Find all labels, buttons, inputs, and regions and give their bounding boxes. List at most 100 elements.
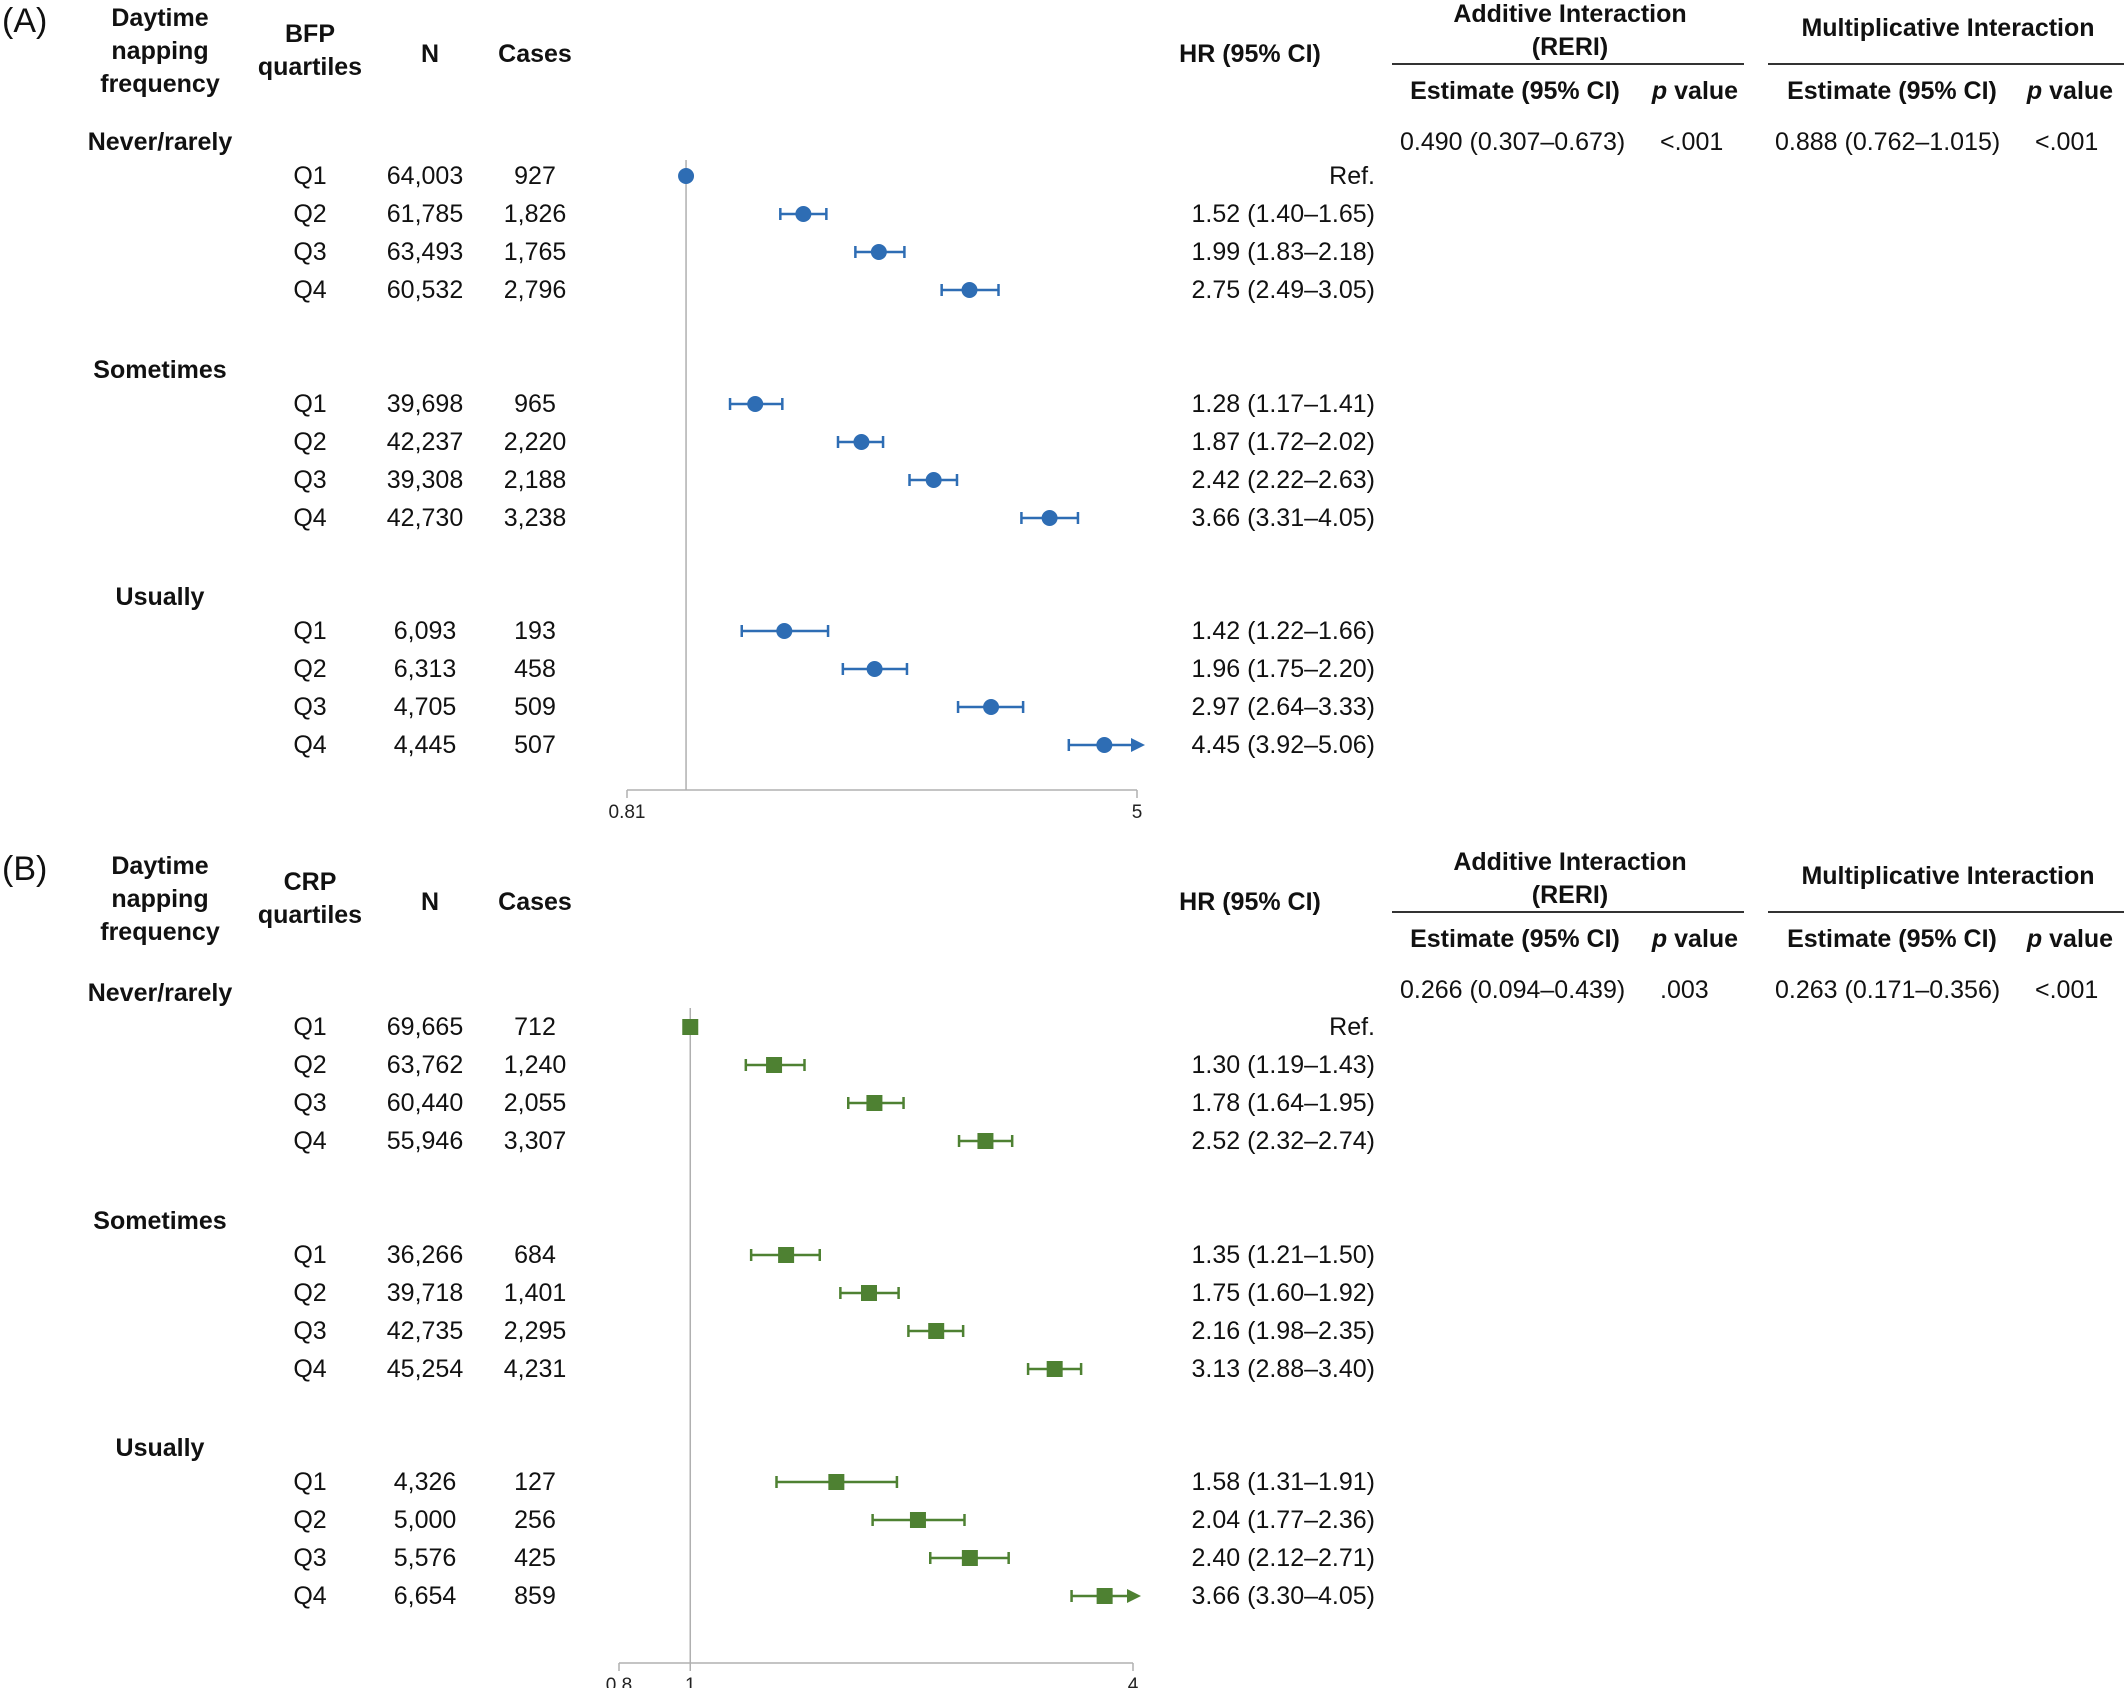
n-value: 6,654 <box>393 1582 457 1610</box>
header-napping: Daytime napping frequency <box>100 4 220 98</box>
header-multiplicative: Multiplicative Interaction <box>1801 862 2095 890</box>
n-value: 36,266 <box>386 1241 464 1269</box>
quartile-label: Q4 <box>293 504 327 532</box>
quartile-label: Q1 <box>293 162 327 190</box>
ci-arrow <box>1127 1589 1141 1603</box>
cases-value: 127 <box>514 1468 556 1496</box>
quartile-label: Q3 <box>293 466 327 494</box>
multiplicative-estimate: 0.888 (0.762–1.015) <box>1775 128 2001 156</box>
multiplicative-estimate: 0.263 (0.171–0.356) <box>1775 976 2001 1004</box>
n-value: 6,313 <box>393 655 457 683</box>
cases-value: 425 <box>514 1544 556 1572</box>
header-additive-estimate: Estimate (95% CI) <box>1410 77 1620 105</box>
multiplicative-p-value: <.001 <box>2035 976 2099 1004</box>
quartile-label: Q2 <box>293 1506 327 1534</box>
header-multiplicative-estimate: Estimate (95% CI) <box>1787 77 1997 105</box>
hr-point <box>909 1512 926 1528</box>
header-additive-p: p value <box>1640 75 1750 108</box>
panel-label: (A) <box>2 2 48 40</box>
cases-value: 1,765 <box>503 238 567 266</box>
hr-value: 1.42 (1.22–1.66) <box>1191 617 1375 645</box>
hr-point <box>928 1323 945 1339</box>
p-rest: value <box>1667 77 1739 105</box>
hr-value: 2.16 (1.98–2.35) <box>1191 1317 1375 1345</box>
additive-estimate: 0.266 (0.094–0.439) <box>1400 976 1626 1004</box>
header-hr: HR (95% CI) <box>1179 888 1321 916</box>
header-multiplicative-p: p value <box>2015 75 2125 108</box>
hr-value: 3.13 (2.88–3.40) <box>1191 1355 1375 1383</box>
multiplicative-ruler <box>1768 63 2124 65</box>
hr-value: 2.97 (2.64–3.33) <box>1191 693 1375 721</box>
hr-point <box>1096 737 1113 753</box>
quartile-label: Q4 <box>293 276 327 304</box>
header-multiplicative-p: p value <box>2015 923 2125 956</box>
hr-value: 2.52 (2.32–2.74) <box>1191 1127 1375 1155</box>
cases-value: 2,796 <box>503 276 567 304</box>
hr-point <box>828 1474 845 1490</box>
p-italic: p <box>2026 925 2043 953</box>
header-n: N <box>420 40 440 68</box>
n-value: 60,532 <box>386 276 464 304</box>
hr-point <box>983 699 1000 715</box>
quartile-label: Q1 <box>293 1013 327 1041</box>
quartile-label: Q4 <box>293 1127 327 1155</box>
n-value: 39,718 <box>386 1279 464 1307</box>
quartile-label: Q3 <box>293 1089 327 1117</box>
cases-value: 859 <box>514 1582 556 1610</box>
n-value: 5,000 <box>393 1506 457 1534</box>
quartile-label: Q3 <box>293 1317 327 1345</box>
n-value: 5,576 <box>393 1544 457 1572</box>
x-tick-label: 4 <box>1128 1675 1139 1688</box>
hr-value: 2.42 (2.22–2.63) <box>1191 466 1375 494</box>
cases-value: 2,055 <box>503 1089 567 1117</box>
additive-estimate: 0.490 (0.307–0.673) <box>1400 128 1626 156</box>
quartile-label: Q1 <box>293 617 327 645</box>
n-value: 6,093 <box>393 617 457 645</box>
header-multiplicative: Multiplicative Interaction <box>1801 14 2095 42</box>
n-value: 45,254 <box>386 1355 464 1383</box>
cases-value: 4,231 <box>503 1355 567 1383</box>
header-additive-p: p value <box>1640 923 1750 956</box>
header-cases: Cases <box>498 888 572 916</box>
quartile-label: Q2 <box>293 200 327 228</box>
n-value: 4,326 <box>393 1468 457 1496</box>
hr-value: 1.87 (1.72–2.02) <box>1191 428 1375 456</box>
n-value: 42,730 <box>386 504 464 532</box>
header-napping: Daytime napping frequency <box>100 852 220 946</box>
cases-value: 712 <box>514 1013 556 1041</box>
additive-ruler <box>1392 911 1744 913</box>
n-value: 63,762 <box>386 1051 464 1079</box>
hr-value: 1.28 (1.17–1.41) <box>1191 390 1375 418</box>
cases-value: 3,307 <box>503 1127 567 1155</box>
hr-value: 1.52 (1.40–1.65) <box>1191 200 1375 228</box>
hr-point <box>977 1133 994 1149</box>
cases-value: 684 <box>514 1241 556 1269</box>
hr-point <box>776 623 793 639</box>
n-value: 42,237 <box>386 428 464 456</box>
cases-value: 507 <box>514 731 556 759</box>
quartile-label: Q1 <box>293 1468 327 1496</box>
hr-point <box>682 1019 699 1035</box>
multiplicative-p-value: <.001 <box>2035 128 2099 156</box>
hr-value: 2.40 (2.12–2.71) <box>1191 1544 1375 1572</box>
hr-value: 1.75 (1.60–1.92) <box>1191 1279 1375 1307</box>
cases-value: 1,401 <box>503 1279 567 1307</box>
header-additive: Additive Interaction (RERI) <box>1453 0 1687 61</box>
cases-value: 2,220 <box>503 428 567 456</box>
cases-value: 458 <box>514 655 556 683</box>
n-value: 55,946 <box>386 1127 464 1155</box>
hr-point <box>860 1285 877 1301</box>
hr-value: 1.58 (1.31–1.91) <box>1191 1468 1375 1496</box>
cases-value: 256 <box>514 1506 556 1534</box>
hr-point <box>961 1550 978 1566</box>
header-cases: Cases <box>498 40 572 68</box>
hr-point <box>747 396 764 412</box>
cases-value: 927 <box>514 162 556 190</box>
cases-value: 965 <box>514 390 556 418</box>
group-label: Sometimes <box>93 356 227 384</box>
additive-ruler <box>1392 63 1744 65</box>
hr-point <box>1041 510 1058 526</box>
ci-arrow <box>1131 738 1145 752</box>
hr-value: 1.30 (1.19–1.43) <box>1191 1051 1375 1079</box>
additive-p-value: .003 <box>1660 976 1709 1004</box>
